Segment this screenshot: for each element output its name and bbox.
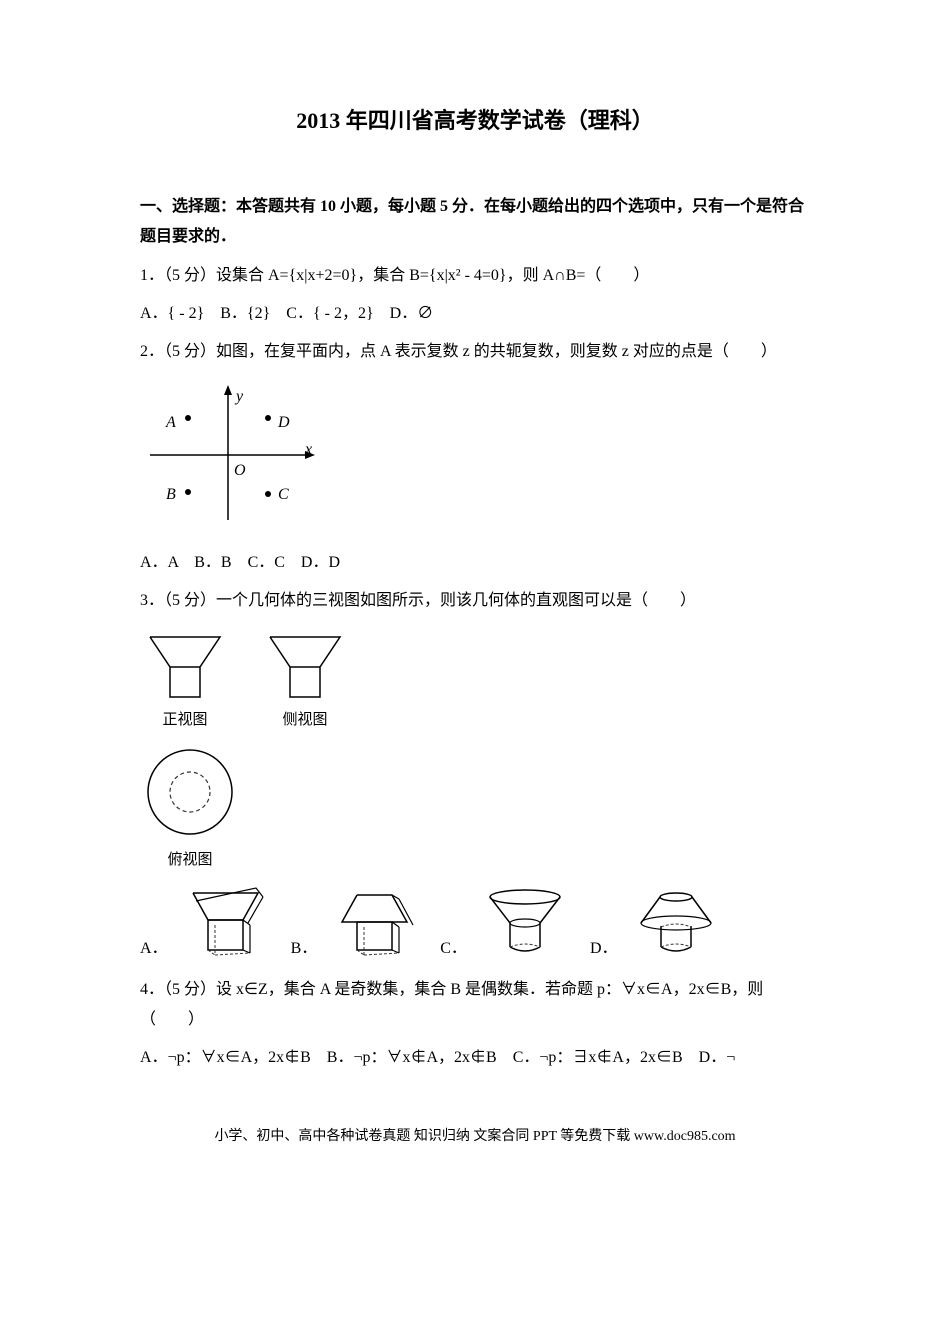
side-view-label: 侧视图 xyxy=(282,706,327,735)
option-B: B． xyxy=(291,885,423,965)
question-3-options: A． B． xyxy=(140,885,810,965)
complex-plane-figure: A D B C O y x xyxy=(140,380,320,530)
front-view-svg xyxy=(140,627,230,702)
option-C-svg xyxy=(477,885,572,965)
side-view: 侧视图 xyxy=(260,627,350,735)
question-2-options: A．A B．B C．C D．D xyxy=(140,548,810,578)
question-4: 4．（5 分）设 x∈Z，集合 A 是奇数集，集合 B 是偶数集．若命题 p：∀… xyxy=(140,975,810,1036)
question-2: 2．（5 分）如图，在复平面内，点 A 表示复数 z 的共轭复数，则复数 z 对… xyxy=(140,337,810,367)
top-view: 俯视图 xyxy=(140,742,240,875)
question-3: 3．（5 分）一个几何体的三视图如图所示，则该几何体的直观图可以是（ ） xyxy=(140,586,810,616)
option-D: D． xyxy=(590,885,723,965)
question-4-options: A．¬p：∀x∈A，2x∉B B．¬p：∀x∉A，2x∉B C．¬p：∃x∉A，… xyxy=(140,1043,810,1073)
top-view-label: 俯视图 xyxy=(167,846,212,875)
point-A-label: A xyxy=(166,408,176,438)
option-C: C． xyxy=(440,885,572,965)
option-D-label: D． xyxy=(590,934,618,964)
top-view-svg xyxy=(140,742,240,842)
point-C-label: C xyxy=(278,480,289,510)
three-views-figure: 正视图 侧视图 俯视图 xyxy=(140,627,810,875)
page-footer: 小学、初中、高中各种试卷真题 知识归纳 文案合同 PPT 等免费下载 www.d… xyxy=(140,1124,810,1151)
front-view-label: 正视图 xyxy=(162,706,207,735)
point-D-label: D xyxy=(278,408,290,438)
option-B-label: B． xyxy=(291,934,318,964)
option-D-svg xyxy=(628,885,723,965)
x-axis-label: x xyxy=(305,435,312,465)
front-view: 正视图 xyxy=(140,627,230,735)
option-A-label: A． xyxy=(140,934,168,964)
origin-label: O xyxy=(234,456,246,486)
y-axis-label: y xyxy=(236,382,243,412)
point-B-label: B xyxy=(166,480,176,510)
section-header: 一、选择题：本答题共有 10 小题，每小题 5 分．在每小题给出的四个选项中，只… xyxy=(140,192,810,253)
side-view-svg xyxy=(260,627,350,702)
option-C-label: C． xyxy=(440,934,467,964)
option-A: A． xyxy=(140,885,273,965)
option-B-svg xyxy=(327,885,422,965)
question-1-options: A．{ - 2} B．{2} C．{ - 2，2} D．∅ xyxy=(140,299,810,329)
option-A-svg xyxy=(178,885,273,965)
exam-title: 2013 年四川省高考数学试卷（理科） xyxy=(140,100,810,142)
question-1: 1．（5 分）设集合 A={x|x+2=0}，集合 B={x|x² - 4=0}… xyxy=(140,261,810,291)
